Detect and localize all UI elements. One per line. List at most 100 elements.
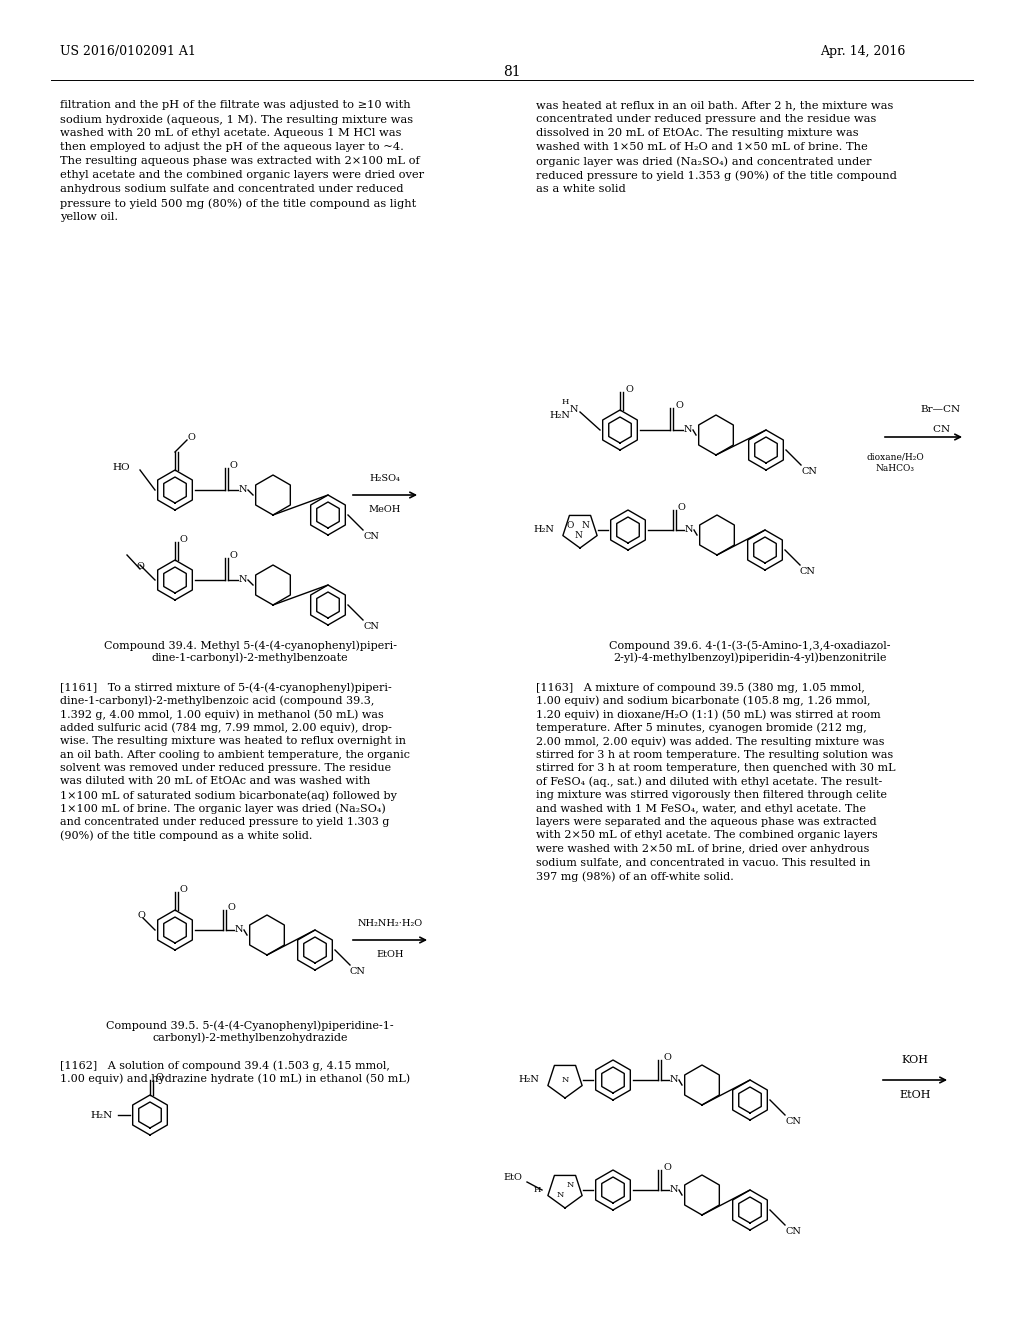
Text: sodium sulfate, and concentrated in vacuo. This resulted in: sodium sulfate, and concentrated in vacu… <box>536 858 870 867</box>
Text: O: O <box>675 401 683 411</box>
Text: Compound 39.5. 5-(4-(4-Cyanophenyl)piperidine-1-
carbonyl)-2-methylbenzohydrazid: Compound 39.5. 5-(4-(4-Cyanophenyl)piper… <box>106 1020 394 1043</box>
Text: O: O <box>230 462 238 470</box>
Text: layers were separated and the aqueous phase was extracted: layers were separated and the aqueous ph… <box>536 817 877 828</box>
Text: dine-1-carbonyl)-2-methylbenzoic acid (compound 39.3,: dine-1-carbonyl)-2-methylbenzoic acid (c… <box>60 696 375 706</box>
Text: EtOH: EtOH <box>376 950 403 960</box>
Text: O: O <box>136 562 144 572</box>
Text: organic layer was dried (Na₂SO₄) and concentrated under: organic layer was dried (Na₂SO₄) and con… <box>536 156 871 166</box>
Text: H: H <box>534 1185 541 1195</box>
Text: N: N <box>684 425 692 434</box>
Text: added sulfuric acid (784 mg, 7.99 mmol, 2.00 equiv), drop-: added sulfuric acid (784 mg, 7.99 mmol, … <box>60 722 392 733</box>
Text: and washed with 1 M FeSO₄, water, and ethyl acetate. The: and washed with 1 M FeSO₄, water, and et… <box>536 804 866 813</box>
Text: [1161]   To a stirred mixture of 5-(4-(4-cyanophenyl)piperi-: [1161] To a stirred mixture of 5-(4-(4-c… <box>60 682 392 693</box>
Text: O: O <box>678 503 686 512</box>
Text: 1.20 equiv) in dioxane/H₂O (1:1) (50 mL) was stirred at room: 1.20 equiv) in dioxane/H₂O (1:1) (50 mL)… <box>536 709 881 719</box>
Text: MeOH: MeOH <box>369 506 401 513</box>
Text: EtOH: EtOH <box>899 1090 931 1100</box>
Text: O: O <box>228 903 236 912</box>
Text: H₂N: H₂N <box>518 1076 539 1085</box>
Text: and concentrated under reduced pressure to yield 1.303 g: and concentrated under reduced pressure … <box>60 817 389 828</box>
Text: CN: CN <box>362 532 379 541</box>
Text: 81: 81 <box>503 65 521 79</box>
Text: N: N <box>561 1076 568 1084</box>
Text: 1×100 mL of brine. The organic layer was dried (Na₂SO₄): 1×100 mL of brine. The organic layer was… <box>60 804 386 814</box>
Text: O: O <box>180 536 187 544</box>
Text: 1.00 equiv) and hydrazine hydrate (10 mL) in ethanol (50 mL): 1.00 equiv) and hydrazine hydrate (10 mL… <box>60 1073 411 1084</box>
Text: CN: CN <box>801 467 817 477</box>
Text: CN: CN <box>785 1228 801 1236</box>
Text: 1.392 g, 4.00 mmol, 1.00 equiv) in methanol (50 mL) was: 1.392 g, 4.00 mmol, 1.00 equiv) in metha… <box>60 709 384 719</box>
Text: was diluted with 20 mL of EtOAc and was washed with: was diluted with 20 mL of EtOAc and was … <box>60 776 371 787</box>
Text: O: O <box>663 1053 671 1063</box>
Text: H₂SO₄: H₂SO₄ <box>370 474 400 483</box>
Text: O: O <box>155 1072 163 1081</box>
Text: EtO: EtO <box>503 1173 522 1183</box>
Text: reduced pressure to yield 1.353 g (90%) of the title compound: reduced pressure to yield 1.353 g (90%) … <box>536 170 897 181</box>
Text: N: N <box>574 531 582 540</box>
Text: Apr. 14, 2016: Apr. 14, 2016 <box>820 45 905 58</box>
Text: yellow oil.: yellow oil. <box>60 213 118 222</box>
Text: solvent was removed under reduced pressure. The residue: solvent was removed under reduced pressu… <box>60 763 391 774</box>
Text: N: N <box>239 576 247 585</box>
Text: sodium hydroxide (aqueous, 1 M). The resulting mixture was: sodium hydroxide (aqueous, 1 M). The res… <box>60 114 413 124</box>
Text: Compound 39.4. Methyl 5-(4-(4-cyanophenyl)piperi-
dine-1-carbonyl)-2-methylbenzo: Compound 39.4. Methyl 5-(4-(4-cyanopheny… <box>103 640 396 663</box>
Text: washed with 20 mL of ethyl acetate. Aqueous 1 M HCl was: washed with 20 mL of ethyl acetate. Aque… <box>60 128 401 139</box>
Text: CN: CN <box>785 1117 801 1126</box>
Text: CN: CN <box>920 425 950 434</box>
Text: N: N <box>581 520 589 529</box>
Text: dioxane/H₂O: dioxane/H₂O <box>866 451 924 461</box>
Text: H₂N: H₂N <box>90 1110 113 1119</box>
Text: an oil bath. After cooling to ambient temperature, the organic: an oil bath. After cooling to ambient te… <box>60 750 410 759</box>
Text: 397 mg (98%) of an off-white solid.: 397 mg (98%) of an off-white solid. <box>536 871 734 882</box>
Text: CN: CN <box>350 968 366 975</box>
Text: H₂N: H₂N <box>534 525 554 535</box>
Text: NH₂NH₂·H₂O: NH₂NH₂·H₂O <box>357 919 423 928</box>
Text: washed with 1×50 mL of H₂O and 1×50 mL of brine. The: washed with 1×50 mL of H₂O and 1×50 mL o… <box>536 143 867 152</box>
Text: 1×100 mL of saturated sodium bicarbonate(aq) followed by: 1×100 mL of saturated sodium bicarbonate… <box>60 789 397 800</box>
Text: N: N <box>556 1191 563 1199</box>
Text: N: N <box>670 1185 678 1195</box>
Text: stirred for 3 h at room temperature. The resulting solution was: stirred for 3 h at room temperature. The… <box>536 750 893 759</box>
Text: N: N <box>569 405 578 414</box>
Text: N: N <box>670 1076 678 1085</box>
Text: KOH: KOH <box>901 1055 929 1065</box>
Text: O: O <box>663 1163 671 1172</box>
Text: of FeSO₄ (aq., sat.) and diluted with ethyl acetate. The result-: of FeSO₄ (aq., sat.) and diluted with et… <box>536 776 883 787</box>
Text: dissolved in 20 mL of EtOAc. The resulting mixture was: dissolved in 20 mL of EtOAc. The resulti… <box>536 128 859 139</box>
Text: ing mixture was stirred vigorously then filtered through celite: ing mixture was stirred vigorously then … <box>536 789 887 800</box>
Text: NaHCO₃: NaHCO₃ <box>876 465 914 473</box>
Text: CN: CN <box>362 622 379 631</box>
Text: were washed with 2×50 mL of brine, dried over anhydrous: were washed with 2×50 mL of brine, dried… <box>536 843 869 854</box>
Text: HO: HO <box>113 463 130 473</box>
Text: O: O <box>180 886 187 895</box>
Text: N: N <box>566 1181 573 1189</box>
Text: H: H <box>561 399 568 407</box>
Text: O: O <box>188 433 196 442</box>
Text: CN: CN <box>800 568 816 576</box>
Text: [1163]   A mixture of compound 39.5 (380 mg, 1.05 mmol,: [1163] A mixture of compound 39.5 (380 m… <box>536 682 865 693</box>
Text: ethyl acetate and the combined organic layers were dried over: ethyl acetate and the combined organic l… <box>60 170 424 180</box>
Text: as a white solid: as a white solid <box>536 183 626 194</box>
Text: with 2×50 mL of ethyl acetate. The combined organic layers: with 2×50 mL of ethyl acetate. The combi… <box>536 830 878 841</box>
Text: concentrated under reduced pressure and the residue was: concentrated under reduced pressure and … <box>536 114 877 124</box>
Text: N: N <box>239 486 247 495</box>
Text: O: O <box>137 912 145 920</box>
Text: Br—CN: Br—CN <box>920 405 961 414</box>
Text: wise. The resulting mixture was heated to reflux overnight in: wise. The resulting mixture was heated t… <box>60 737 406 746</box>
Text: temperature. After 5 minutes, cyanogen bromide (212 mg,: temperature. After 5 minutes, cyanogen b… <box>536 722 866 733</box>
Text: O: O <box>625 385 633 395</box>
Text: filtration and the pH of the filtrate was adjusted to ≥10 with: filtration and the pH of the filtrate wa… <box>60 100 411 110</box>
Text: N: N <box>685 525 693 535</box>
Text: H₂N: H₂N <box>549 412 570 421</box>
Text: (90%) of the title compound as a white solid.: (90%) of the title compound as a white s… <box>60 830 312 841</box>
Text: US 2016/0102091 A1: US 2016/0102091 A1 <box>60 45 196 58</box>
Text: The resulting aqueous phase was extracted with 2×100 mL of: The resulting aqueous phase was extracte… <box>60 156 420 166</box>
Text: 1.00 equiv) and sodium bicarbonate (105.8 mg, 1.26 mmol,: 1.00 equiv) and sodium bicarbonate (105.… <box>536 696 870 706</box>
Text: then employed to adjust the pH of the aqueous layer to ~4.: then employed to adjust the pH of the aq… <box>60 143 403 152</box>
Text: O: O <box>230 552 238 561</box>
Text: 2.00 mmol, 2.00 equiv) was added. The resulting mixture was: 2.00 mmol, 2.00 equiv) was added. The re… <box>536 737 885 747</box>
Text: stirred for 3 h at room temperature, then quenched with 30 mL: stirred for 3 h at room temperature, the… <box>536 763 896 774</box>
Text: anhydrous sodium sulfate and concentrated under reduced: anhydrous sodium sulfate and concentrate… <box>60 183 403 194</box>
Text: Compound 39.6. 4-(1-(3-(5-Amino-1,3,4-oxadiazol-
2-yl)-4-methylbenzoyl)piperidin: Compound 39.6. 4-(1-(3-(5-Amino-1,3,4-ox… <box>609 640 891 663</box>
Text: pressure to yield 500 mg (80%) of the title compound as light: pressure to yield 500 mg (80%) of the ti… <box>60 198 416 209</box>
